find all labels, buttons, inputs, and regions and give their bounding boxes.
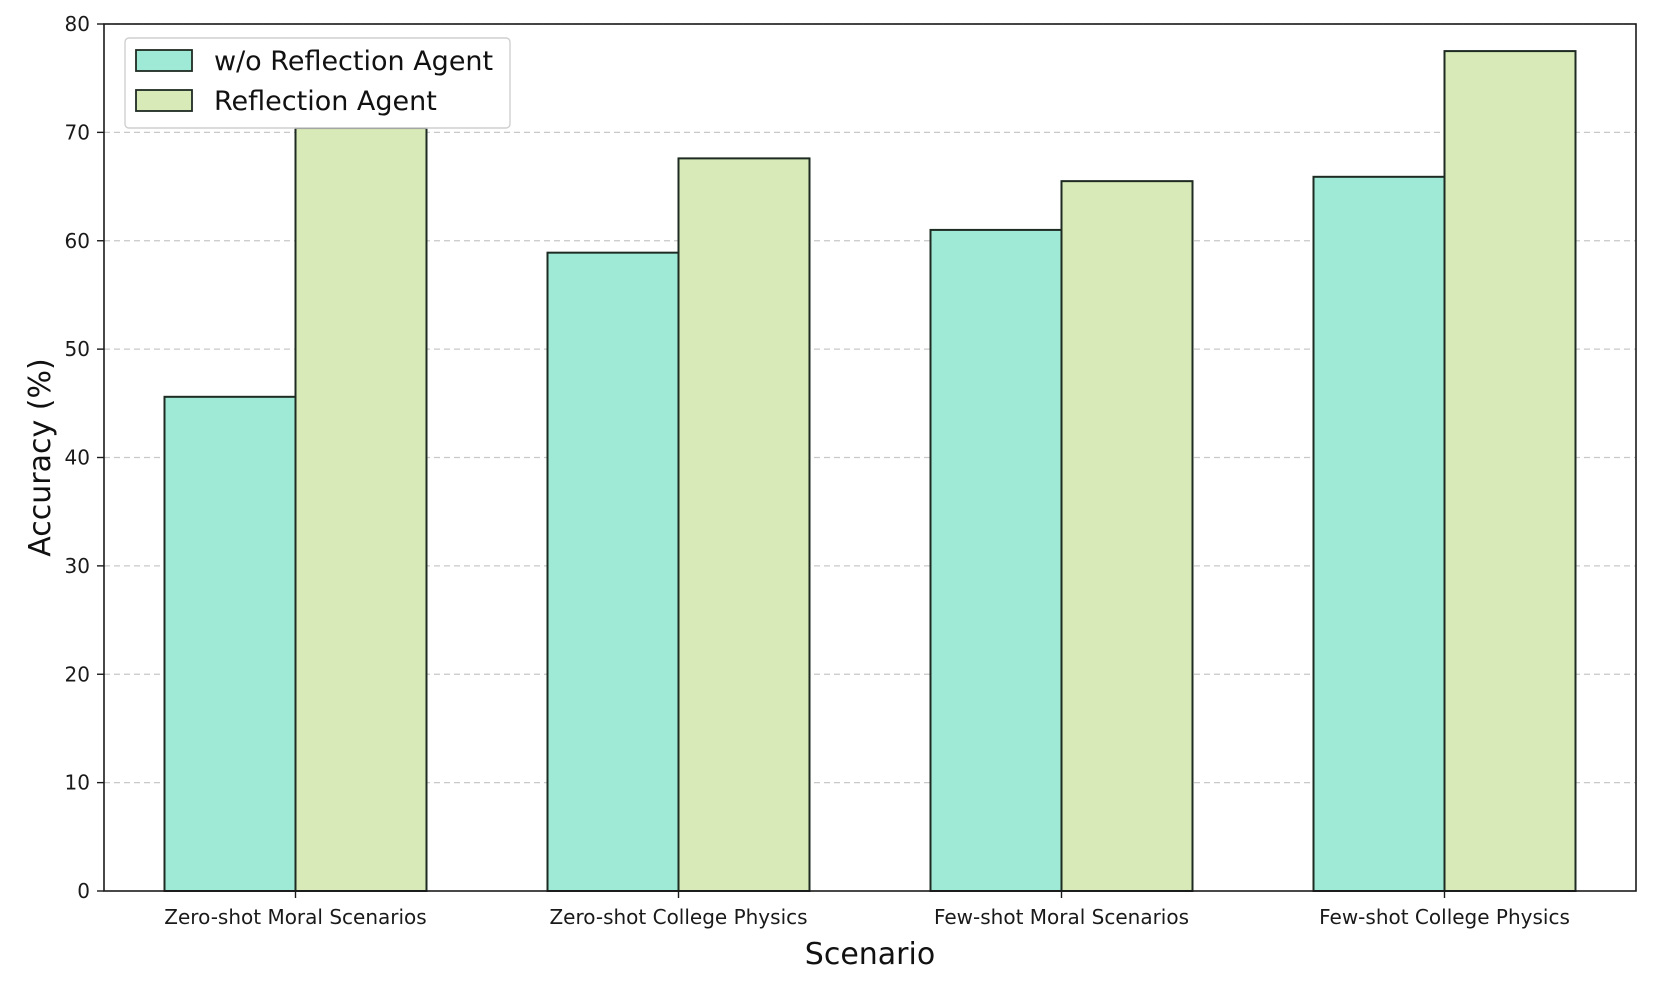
x-tick-label: Zero-shot Moral Scenarios bbox=[164, 905, 426, 929]
legend-box bbox=[124, 37, 511, 129]
y-axis-ticks: 0 10 20 30 40 50 60 70 80 bbox=[65, 12, 104, 903]
x-tick-label: Few-shot Moral Scenarios bbox=[934, 905, 1189, 929]
x-axis-ticks: Zero-shot Moral Scenarios Zero-shot Colle… bbox=[164, 891, 1570, 929]
legend-swatch bbox=[135, 49, 193, 72]
y-tick-label: 0 bbox=[77, 879, 90, 903]
x-tick-label: Few-shot College Physics bbox=[1319, 905, 1570, 929]
y-axis-label: Accuracy (%) bbox=[23, 358, 58, 556]
y-tick-label: 60 bbox=[65, 229, 90, 253]
legend-label: w/o Reflection Agent bbox=[214, 46, 493, 77]
x-tick-label: Zero-shot College Physics bbox=[549, 905, 807, 929]
legend-label: Reflection Agent bbox=[214, 86, 437, 117]
legend: w/o Reflection Agent Reflection Agent bbox=[124, 37, 511, 129]
bar-reflection-4 bbox=[1443, 50, 1577, 892]
y-tick-label: 20 bbox=[65, 662, 90, 686]
bar-without-reflection-3 bbox=[929, 228, 1063, 893]
bar-without-reflection-1 bbox=[163, 395, 297, 892]
y-tick-label: 50 bbox=[65, 337, 90, 361]
bar-reflection-1 bbox=[294, 127, 428, 893]
x-axis-label: Scenario bbox=[805, 937, 935, 972]
y-tick-label: 70 bbox=[65, 120, 90, 144]
legend-swatch bbox=[135, 89, 193, 112]
y-tick-label: 80 bbox=[65, 12, 90, 36]
bars bbox=[163, 50, 1577, 893]
y-tick-label: 40 bbox=[65, 446, 90, 470]
y-tick-label: 30 bbox=[65, 554, 90, 578]
bar-reflection-2 bbox=[677, 157, 811, 892]
bar-without-reflection-2 bbox=[546, 251, 680, 892]
bar-without-reflection-4 bbox=[1312, 175, 1446, 892]
y-tick-label: 10 bbox=[65, 771, 90, 795]
bar-reflection-3 bbox=[1060, 180, 1194, 893]
